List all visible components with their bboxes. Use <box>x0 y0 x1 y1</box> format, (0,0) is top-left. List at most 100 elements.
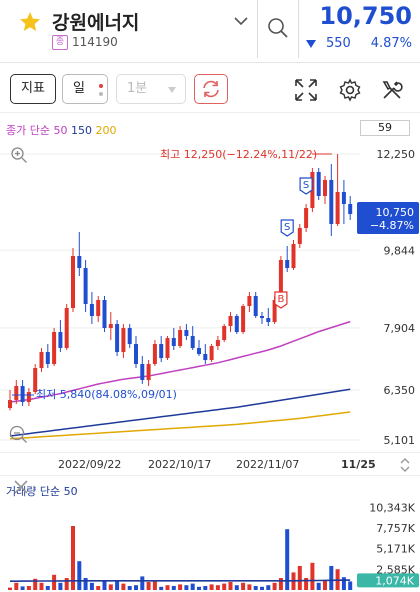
candle-body <box>228 316 233 327</box>
volume-bar <box>260 586 264 590</box>
ma-legend-short: 50 <box>53 124 68 137</box>
indicator-button[interactable]: 지표 <box>10 74 56 104</box>
sell-marker: S <box>299 177 313 195</box>
candle-body <box>291 244 296 269</box>
candle-body <box>121 328 126 353</box>
zoom-out-icon[interactable] <box>8 424 28 444</box>
candle <box>234 314 239 335</box>
candle-body <box>272 300 277 323</box>
candle-body <box>348 204 353 215</box>
period-count-box[interactable]: 59 <box>360 120 410 136</box>
candle-body <box>184 330 189 337</box>
volume-bar <box>159 586 164 590</box>
y-tick-label: 6,350 <box>384 384 416 397</box>
volume-bar <box>316 582 321 590</box>
candle <box>291 240 296 271</box>
candle-body <box>266 318 271 323</box>
x-tick-label: 11/25 <box>341 458 376 471</box>
expand-icon[interactable] <box>294 78 318 102</box>
candle <box>285 246 290 273</box>
low-annotation: 최저 5,840(84.08%,09/01) <box>36 388 177 401</box>
volume-bar <box>171 586 176 590</box>
high-annotation: 최고 12,250(−12.24%,11/22) <box>160 148 317 161</box>
chevron-down-icon[interactable] <box>232 14 250 28</box>
volume-bar <box>71 526 75 590</box>
stock-code: 114190 <box>72 35 118 49</box>
refresh-button[interactable] <box>194 74 228 104</box>
volume-bar <box>323 580 327 590</box>
candle <box>115 320 120 357</box>
volume-bar <box>127 586 132 590</box>
volume-bar <box>222 583 227 590</box>
candle <box>83 260 88 313</box>
volume-bar <box>77 561 82 590</box>
candle-body <box>108 324 113 329</box>
volume-tick-label: 5,171K <box>376 543 415 556</box>
candle <box>178 326 183 349</box>
candle-body <box>329 180 334 225</box>
marker-shape <box>280 219 294 237</box>
volume-bar <box>234 585 239 590</box>
candle-body <box>285 260 290 269</box>
candle <box>323 176 327 205</box>
price-change: 550 <box>326 36 351 51</box>
candle <box>159 336 164 363</box>
tools-icon[interactable] <box>380 78 404 102</box>
candle <box>247 292 252 313</box>
x-tick-label: 2022/09/22 <box>58 458 122 471</box>
candlestick-chart[interactable]: 12,250 9,844 7,904 6,350 5,101 B S S 최고 12,250(−… <box>0 114 420 452</box>
candle <box>14 380 19 405</box>
buy-marker: B <box>274 291 288 309</box>
current-price-label: 10,750 <box>376 206 415 219</box>
marker-label: B <box>277 294 284 305</box>
volume-bar <box>197 586 201 590</box>
candle <box>184 324 189 341</box>
candle-body <box>247 296 252 307</box>
current-volume-tag <box>357 573 419 588</box>
y-tick-label: 12,250 <box>377 148 416 161</box>
volume-bar <box>228 582 233 590</box>
volume-bar <box>20 586 25 590</box>
candle-body <box>52 332 57 365</box>
candle-body <box>146 364 151 381</box>
volume-bar <box>146 582 151 590</box>
volume-tick-label: 2,585K <box>376 563 415 576</box>
volume-bar <box>247 584 252 590</box>
volume-bar <box>203 586 208 590</box>
candle-body <box>234 316 239 333</box>
resize-handle-icon[interactable] <box>398 456 412 474</box>
dropdown-arrow-icon <box>168 87 176 93</box>
stock-header: 강원에너지 종 114190 10,750 550 4.87% <box>0 0 420 62</box>
favorite-star-icon[interactable] <box>18 10 42 34</box>
ma200-line <box>9 411 351 440</box>
stock-name[interactable]: 강원에너지 <box>52 12 140 34</box>
candle <box>165 336 170 361</box>
candle <box>33 364 38 395</box>
current-volume-label: 1,074K <box>375 574 414 587</box>
candle <box>127 324 132 349</box>
period-day-button[interactable]: 일 <box>62 74 108 104</box>
volume-bar <box>33 578 38 590</box>
candle-body <box>20 386 25 403</box>
close-icon[interactable] <box>10 476 32 498</box>
candle <box>77 232 82 277</box>
candle <box>215 336 220 351</box>
gear-icon[interactable] <box>338 78 362 102</box>
candle-body <box>102 300 107 329</box>
volume-bar <box>152 581 157 590</box>
volume-legend-period: 50 <box>63 485 78 498</box>
candle <box>8 390 12 411</box>
candle-body <box>159 344 164 359</box>
volume-bar <box>178 584 183 590</box>
candle-body <box>209 346 214 361</box>
candle <box>89 292 94 325</box>
zoom-in-icon[interactable] <box>10 146 28 164</box>
candle-body <box>215 340 220 347</box>
period-dot <box>99 84 103 88</box>
candle <box>197 340 201 357</box>
ma150-line <box>9 388 351 437</box>
search-button[interactable] <box>257 0 299 58</box>
candle <box>121 324 126 359</box>
volume-bar <box>297 566 302 590</box>
